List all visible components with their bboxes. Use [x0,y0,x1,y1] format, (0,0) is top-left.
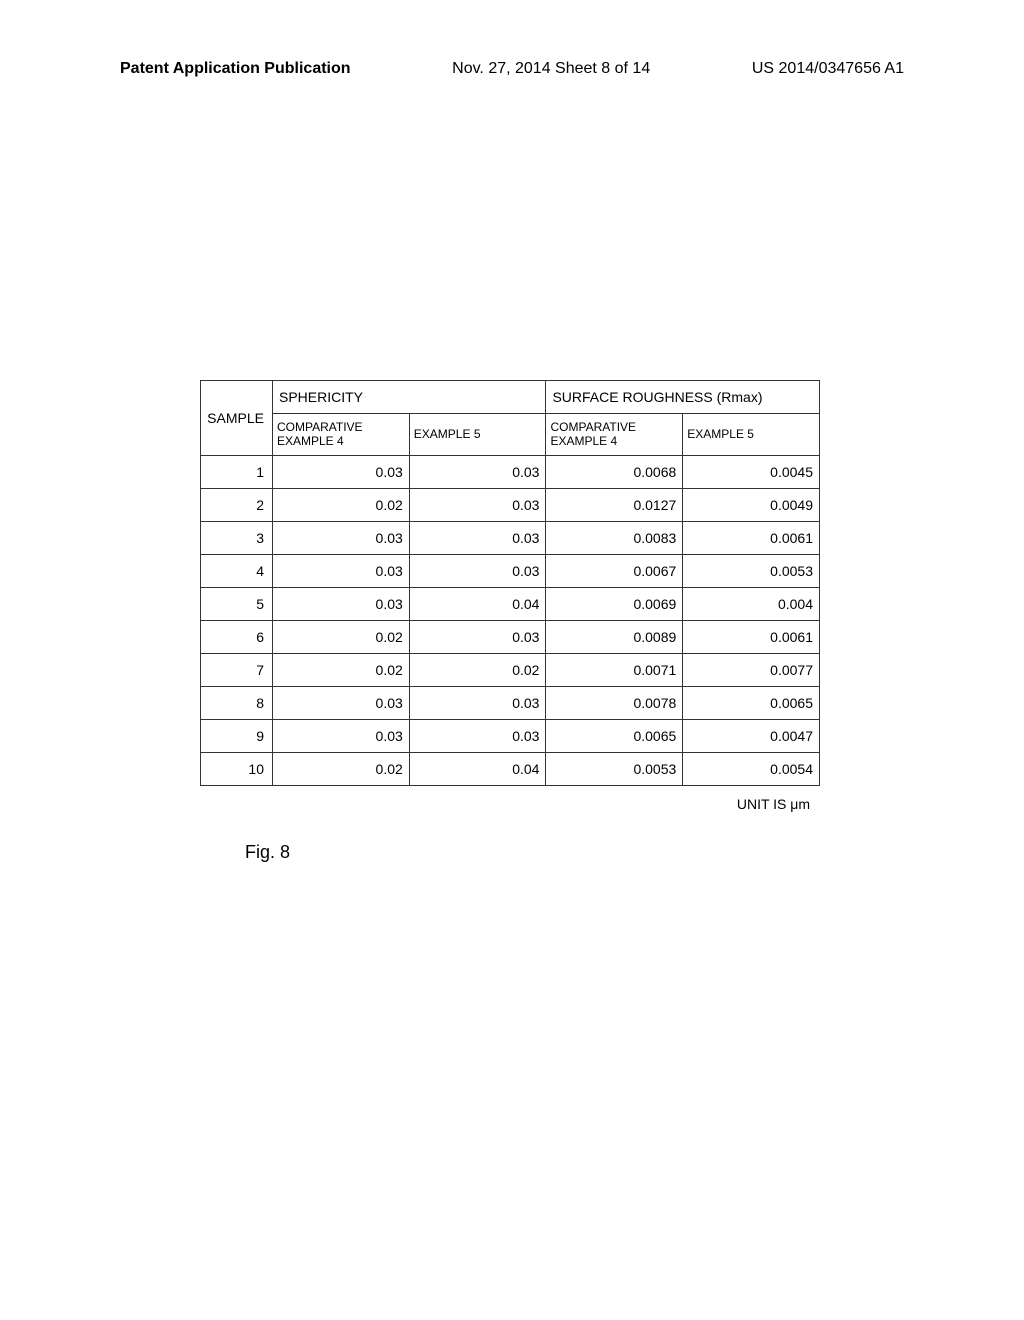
data-cell: 0.03 [409,554,546,587]
figure-label: Fig. 8 [245,842,820,863]
data-cell: 0.03 [409,521,546,554]
data-cell: 0.0078 [546,686,683,719]
table-row: 6 0.02 0.03 0.0089 0.0061 [201,620,820,653]
table-row: 9 0.03 0.03 0.0065 0.0047 [201,719,820,752]
header-date-sheet: Nov. 27, 2014 Sheet 8 of 14 [452,60,650,78]
table-row: 7 0.02 0.02 0.0071 0.0077 [201,653,820,686]
data-cell: 0.03 [409,455,546,488]
data-table: SAMPLE SPHERICITY SURFACE ROUGHNESS (Rma… [200,380,820,786]
table-header-row-2: COMPARATIVE EXAMPLE 4 EXAMPLE 5 COMPARAT… [201,414,820,456]
sample-cell: 9 [201,719,273,752]
table-row: 4 0.03 0.03 0.0067 0.0053 [201,554,820,587]
data-cell: 0.0067 [546,554,683,587]
data-cell: 0.03 [272,455,409,488]
table-row: 8 0.03 0.03 0.0078 0.0065 [201,686,820,719]
data-cell: 0.0061 [683,620,820,653]
data-cell: 0.02 [272,752,409,785]
table-header-row-1: SAMPLE SPHERICITY SURFACE ROUGHNESS (Rma… [201,381,820,414]
data-cell: 0.0065 [683,686,820,719]
sample-cell: 10 [201,752,273,785]
data-cell: 0.0054 [683,752,820,785]
data-cell: 0.03 [409,719,546,752]
data-cell: 0.0089 [546,620,683,653]
sample-cell: 3 [201,521,273,554]
data-cell: 0.0053 [683,554,820,587]
data-cell: 0.0065 [546,719,683,752]
sample-cell: 8 [201,686,273,719]
data-cell: 0.0047 [683,719,820,752]
table-row: 10 0.02 0.04 0.0053 0.0054 [201,752,820,785]
header-patent-number: US 2014/0347656 A1 [752,60,904,78]
data-cell: 0.02 [409,653,546,686]
sample-header: SAMPLE [201,381,273,456]
data-cell: 0.004 [683,587,820,620]
unit-label: UNIT IS μm [200,796,820,812]
data-cell: 0.02 [272,653,409,686]
subheader-example-5-b: EXAMPLE 5 [683,414,820,456]
data-cell: 0.03 [272,521,409,554]
data-cell: 0.03 [272,686,409,719]
subheader-example-5-a: EXAMPLE 5 [409,414,546,456]
data-cell: 0.02 [272,620,409,653]
data-cell: 0.0068 [546,455,683,488]
data-cell: 0.03 [272,587,409,620]
sample-cell: 4 [201,554,273,587]
data-cell: 0.0045 [683,455,820,488]
data-cell: 0.04 [409,587,546,620]
data-cell: 0.0071 [546,653,683,686]
table-row: 1 0.03 0.03 0.0068 0.0045 [201,455,820,488]
sample-cell: 6 [201,620,273,653]
table-row: 3 0.03 0.03 0.0083 0.0061 [201,521,820,554]
data-cell: 0.0127 [546,488,683,521]
data-cell: 0.0083 [546,521,683,554]
data-cell: 0.03 [272,554,409,587]
roughness-group-header: SURFACE ROUGHNESS (Rmax) [546,381,820,414]
page-header: Patent Application Publication Nov. 27, … [0,60,1024,78]
subheader-comparative-4-a: COMPARATIVE EXAMPLE 4 [272,414,409,456]
data-cell: 0.03 [409,488,546,521]
data-cell: 0.0061 [683,521,820,554]
figure-content: SAMPLE SPHERICITY SURFACE ROUGHNESS (Rma… [200,380,820,863]
subheader-comparative-4-b: COMPARATIVE EXAMPLE 4 [546,414,683,456]
data-cell: 0.0069 [546,587,683,620]
table-row: 2 0.02 0.03 0.0127 0.0049 [201,488,820,521]
data-cell: 0.03 [272,719,409,752]
data-cell: 0.03 [409,620,546,653]
data-cell: 0.0077 [683,653,820,686]
data-cell: 0.0049 [683,488,820,521]
table-row: 5 0.03 0.04 0.0069 0.004 [201,587,820,620]
data-cell: 0.04 [409,752,546,785]
header-publication: Patent Application Publication [120,60,351,78]
data-cell: 0.0053 [546,752,683,785]
sphericity-group-header: SPHERICITY [272,381,545,414]
sample-cell: 5 [201,587,273,620]
data-cell: 0.02 [272,488,409,521]
sample-cell: 1 [201,455,273,488]
data-cell: 0.03 [409,686,546,719]
sample-cell: 7 [201,653,273,686]
sample-cell: 2 [201,488,273,521]
